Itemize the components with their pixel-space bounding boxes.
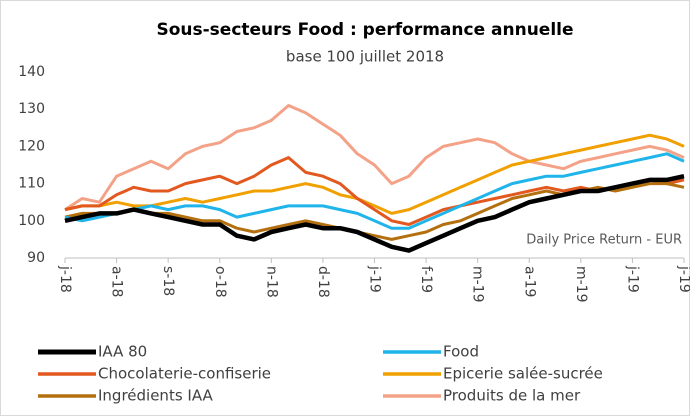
y-tick-label: 110 bbox=[18, 176, 45, 192]
chart-title: Sous-secteurs Food : performance annuell… bbox=[156, 20, 573, 40]
series-line bbox=[64, 174, 685, 253]
x-tick-label: a-18 bbox=[109, 266, 125, 297]
series-line bbox=[64, 133, 685, 215]
x-tick-label: m-19 bbox=[573, 266, 589, 303]
x-tick-label: s-18 bbox=[160, 266, 176, 296]
x-tick-label: n-18 bbox=[263, 266, 279, 298]
legend-label: Chocolaterie-confiserie bbox=[98, 365, 271, 383]
x-tick-label: a-19 bbox=[521, 266, 537, 297]
y-tick-label: 120 bbox=[18, 138, 45, 154]
legend-label: Ingrédients IAA bbox=[98, 387, 214, 405]
x-tick-label: j-19 bbox=[367, 265, 383, 293]
series-line bbox=[64, 152, 685, 230]
annotation: Daily Price Return - EUR bbox=[526, 233, 682, 248]
x-tick-label: j-19 bbox=[676, 265, 690, 293]
legend-label: Food bbox=[443, 343, 479, 361]
legend-label: Epicerie salée-sucrée bbox=[443, 365, 603, 383]
series-line bbox=[64, 156, 685, 226]
legend-label: IAA 80 bbox=[98, 343, 147, 361]
x-tick-label: d-18 bbox=[315, 266, 331, 298]
chart-subtitle: base 100 juillet 2018 bbox=[286, 48, 444, 66]
x-tick-label: j-19 bbox=[624, 265, 640, 293]
y-tick-label: 100 bbox=[18, 213, 45, 229]
legend-label: Produits de la mer bbox=[443, 387, 581, 405]
y-tick-label: 130 bbox=[18, 101, 45, 117]
x-tick-label: o-18 bbox=[212, 266, 228, 298]
series-line bbox=[64, 104, 685, 211]
y-tick-label: 140 bbox=[18, 64, 45, 80]
x-tick-label: f-19 bbox=[418, 266, 434, 293]
x-tick-label: m-19 bbox=[470, 266, 486, 303]
y-tick-label: 90 bbox=[27, 250, 45, 266]
x-tick-label: j-18 bbox=[57, 265, 73, 293]
